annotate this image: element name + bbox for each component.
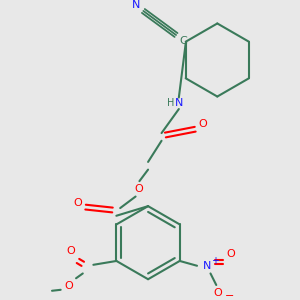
Text: N: N	[131, 0, 140, 10]
Text: O: O	[64, 281, 73, 291]
Text: O: O	[226, 249, 235, 259]
Text: N: N	[175, 98, 183, 108]
Text: −: −	[225, 291, 234, 300]
Text: O: O	[66, 246, 75, 256]
Text: O: O	[74, 198, 82, 208]
Text: N: N	[202, 261, 211, 271]
Text: O: O	[199, 119, 207, 129]
Text: O: O	[214, 288, 223, 298]
Text: H: H	[167, 98, 174, 108]
Text: C: C	[180, 36, 188, 46]
Text: O: O	[134, 184, 143, 194]
Text: +: +	[211, 256, 219, 266]
